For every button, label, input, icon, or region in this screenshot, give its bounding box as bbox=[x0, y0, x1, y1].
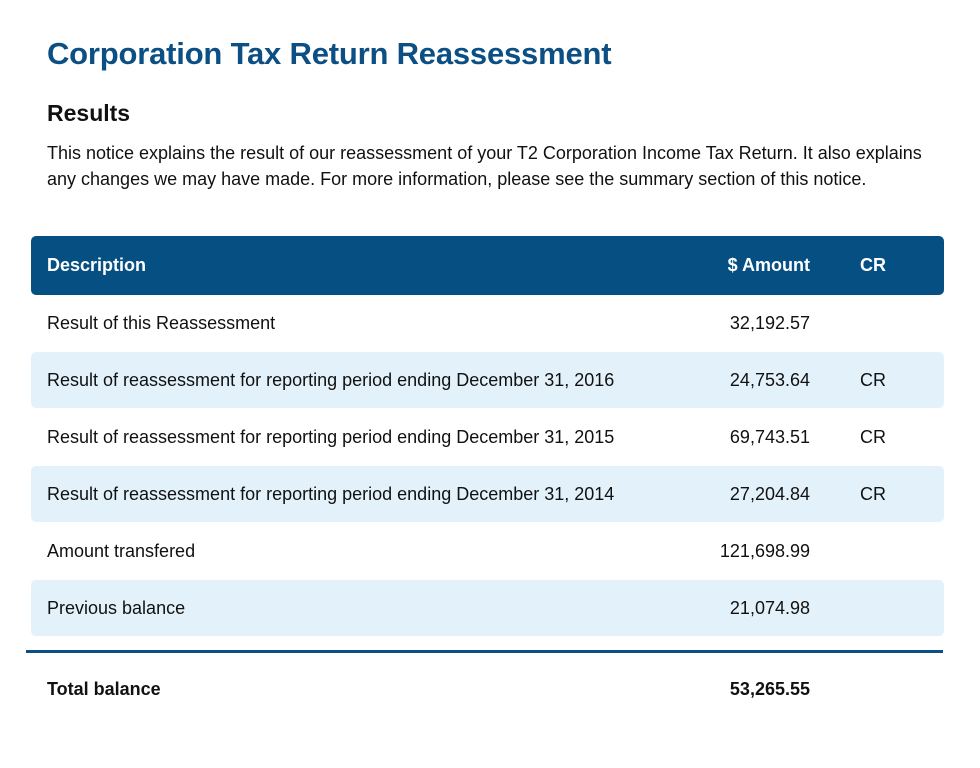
table-row: Result of this Reassessment 32,192.57 bbox=[31, 295, 944, 351]
table-row: Previous balance 21,074.98 bbox=[31, 580, 944, 636]
row-description: Result of reassessment for reporting per… bbox=[47, 369, 615, 390]
row-amount: 121,698.99 bbox=[719, 540, 810, 561]
row-cr: CR bbox=[860, 426, 886, 447]
table-row: Result of reassessment for reporting per… bbox=[31, 352, 944, 408]
total-amount: 53,265.55 bbox=[729, 678, 810, 699]
header-amount: $ Amount bbox=[727, 255, 810, 275]
row-amount: 21,074.98 bbox=[729, 597, 810, 618]
results-heading: Results bbox=[47, 100, 131, 126]
row-amount: 27,204.84 bbox=[729, 483, 810, 504]
row-amount: 69,743.51 bbox=[729, 426, 810, 447]
results-table: Description $ Amount CR Result of this R… bbox=[31, 236, 944, 637]
row-amount: 32,192.57 bbox=[729, 312, 810, 333]
total-row: Total balance 53,265.55 bbox=[31, 661, 944, 717]
row-description: Result of this Reassessment bbox=[47, 312, 276, 333]
header-description: Description bbox=[47, 255, 147, 275]
table-header-row: Description $ Amount CR bbox=[31, 236, 944, 295]
row-description: Result of reassessment for reporting per… bbox=[47, 426, 615, 447]
intro-paragraph: This notice explains the result of our r… bbox=[47, 143, 922, 189]
table-row: Amount transfered 121,698.99 bbox=[31, 523, 944, 579]
row-cr: CR bbox=[860, 369, 886, 390]
page-title: Corporation Tax Return Reassessment bbox=[47, 36, 612, 71]
table-row: Result of reassessment for reporting per… bbox=[31, 409, 944, 465]
total-divider bbox=[26, 650, 943, 653]
row-cr: CR bbox=[860, 483, 886, 504]
row-description: Previous balance bbox=[47, 597, 186, 618]
row-description: Result of reassessment for reporting per… bbox=[47, 483, 615, 504]
table-row: Result of reassessment for reporting per… bbox=[31, 466, 944, 522]
total-label: Total balance bbox=[47, 678, 161, 699]
row-amount: 24,753.64 bbox=[729, 369, 810, 390]
header-cr: CR bbox=[860, 255, 886, 275]
row-description: Amount transfered bbox=[47, 540, 196, 561]
